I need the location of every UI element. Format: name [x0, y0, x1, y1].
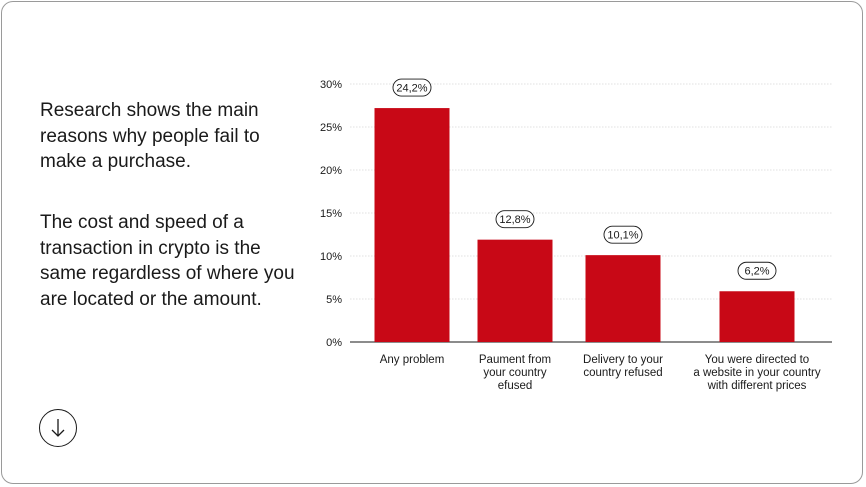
data-label-pill — [392, 78, 432, 97]
y-tick-label: 5% — [326, 294, 342, 306]
x-category-label: Paument from — [479, 354, 551, 366]
arrow-down-icon — [51, 419, 65, 437]
x-category-label: efused — [498, 380, 533, 392]
bar-chart: 0% 5% 10% 15% 20% 25% 30% 24,2% Any problem 12,8%… — [320, 78, 832, 392]
intro-text: Research shows the main reasons why peop… — [40, 100, 260, 172]
x-category-label: Delivery to your — [583, 354, 663, 366]
data-label-pill — [495, 210, 535, 229]
x-category-label: with different prices — [707, 380, 807, 392]
bar — [585, 255, 661, 342]
y-tick-label: 15% — [320, 208, 342, 220]
x-category-label: You were directed to — [705, 354, 809, 366]
data-label: 24,2% — [396, 82, 427, 94]
data-label-pill — [603, 225, 643, 244]
bar — [719, 291, 795, 342]
x-category-label: your country — [483, 367, 547, 379]
y-tick-label: 10% — [320, 251, 342, 263]
y-tick-label: 0% — [326, 337, 342, 349]
data-label-pill — [737, 261, 777, 280]
x-category-label: Any problem — [380, 354, 445, 366]
y-tick-label: 30% — [320, 79, 342, 91]
data-label: 12,8% — [499, 214, 530, 226]
scroll-down-button[interactable] — [39, 409, 77, 447]
crypto-text: The cost and speed of a transaction in c… — [40, 212, 295, 310]
y-tick-label: 25% — [320, 122, 342, 134]
x-category-label: a website in your country — [693, 367, 820, 379]
y-tick-label: 20% — [320, 165, 342, 177]
data-label: 10,1% — [607, 229, 638, 241]
data-label: 6,2% — [744, 266, 769, 278]
bar — [477, 239, 553, 342]
bar — [374, 108, 450, 342]
x-category-label: country refused — [583, 367, 662, 379]
